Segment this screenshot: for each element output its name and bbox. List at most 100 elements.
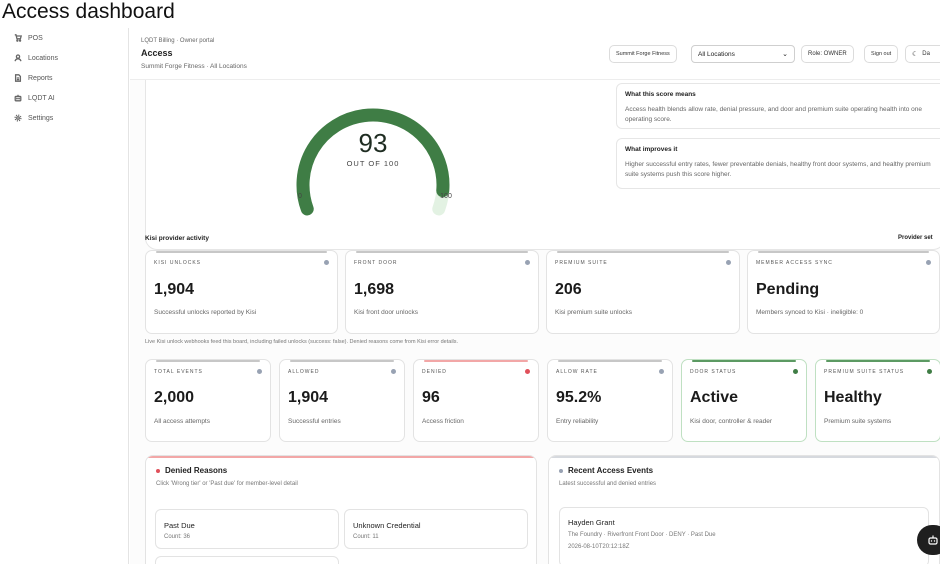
kisi-webhook-note: Live Kisi unlock webhooks feed this boar…: [145, 339, 459, 345]
signout-button[interactable]: Sign out: [864, 45, 899, 63]
sidebar-item-locations[interactable]: Locations: [0, 48, 128, 68]
stat-card-door-status: Door status Active Kisi door, controller &…: [681, 359, 807, 442]
score-out-of: OUT OF 100: [347, 159, 400, 168]
section-title: Access: [141, 48, 173, 58]
card-value: Healthy: [824, 389, 882, 406]
section-subtitle: Summit Forge Fitness · All Locations: [141, 63, 247, 70]
location-select-value: All Locations: [698, 50, 735, 58]
org-button[interactable]: Summit Forge Fitness: [609, 45, 677, 63]
card-sub: Members synced to Kisi · ineligible: 0: [756, 309, 864, 316]
signout-label: Sign out: [871, 51, 892, 57]
card-accent: [424, 360, 528, 362]
sidebar-item-label: Settings: [28, 114, 54, 122]
sidebar-item-label: Locations: [28, 54, 58, 62]
stat-card-allow-rate: Allow rate 95.2% Entry reliability: [547, 359, 673, 442]
card-accent: [692, 360, 796, 362]
card-sub: Kisi front door unlocks: [354, 309, 418, 316]
card-value: Active: [690, 389, 739, 406]
recent-events-panel: Recent Access Events Latest successful a…: [548, 455, 940, 564]
kisi-unlocks-card: Kisi unlocks 1,904 Successful unlocks re…: [145, 250, 338, 334]
card-sub: Kisi premium suite unlocks: [555, 309, 632, 316]
sidebar-item-settings[interactable]: Settings: [0, 108, 128, 128]
card-accent: [156, 360, 260, 362]
main-content: LQDT Billing · Owner portal Access Summi…: [130, 28, 940, 564]
status-dot: [525, 369, 530, 374]
card-value: Pending: [756, 281, 820, 298]
card-sub: Successful unlocks reported by Kisi: [154, 309, 257, 316]
card-sub: Successful entries: [288, 418, 341, 425]
card-accent: [356, 251, 528, 253]
stat-card-total-events: Total events 2,000 All access attempts: [145, 359, 271, 442]
card-sub: Premium suite systems: [824, 418, 892, 425]
denied-reasons-title-text: Denied Reasons: [165, 466, 228, 475]
card-accent: [156, 251, 327, 253]
card-label: Premium suite: [555, 260, 608, 266]
front-door-card: Front door 1,698 Kisi front door unlocks: [345, 250, 539, 334]
card-accent: [558, 360, 662, 362]
access-event-item[interactable]: Hayden Grant The Foundry · Riverfront Fr…: [559, 507, 929, 564]
card-label: Member access sync: [756, 260, 833, 266]
chevron-down-icon: ⌄: [782, 51, 788, 58]
card-value: 95.2%: [556, 389, 602, 406]
status-dot: [926, 260, 931, 265]
denied-reason-item[interactable]: Unknown Credential Count: 11: [344, 509, 528, 549]
provider-settings-link[interactable]: Provider set: [898, 235, 933, 241]
document-icon: [14, 74, 22, 82]
assistant-button[interactable]: [917, 525, 940, 555]
denied-reasons-panel: Denied Reasons Click 'Wrong tier' or 'Pa…: [145, 455, 537, 564]
card-accent: [826, 360, 930, 362]
status-dot: [391, 369, 396, 374]
recent-events-subtitle: Latest successful and denied entries: [559, 481, 657, 487]
recent-events-title: Recent Access Events: [559, 466, 653, 475]
card-sub: Entry reliability: [556, 418, 599, 425]
assistant-icon: [928, 535, 938, 545]
header-bar: LQDT Billing · Owner portal Access Summi…: [130, 28, 940, 80]
event-time: 2026-08-10T20:12:18Z: [568, 544, 630, 550]
card-sub: Kisi door, controller & reader: [690, 418, 773, 425]
score-improves-box: What improves it Higher successful entry…: [616, 138, 940, 189]
gear-icon: [14, 114, 22, 122]
reason-count: Count: 36: [164, 534, 191, 540]
panel-accent: [549, 456, 939, 458]
score-improves-title: What improves it: [625, 146, 678, 153]
denied-reason-item[interactable]: Past Due Count: 36: [155, 509, 339, 549]
role-badge: Role: OWNER: [801, 45, 854, 63]
status-dot: [257, 369, 262, 374]
status-dot: [156, 468, 160, 473]
location-select[interactable]: All Locations ⌄: [691, 45, 795, 63]
sidebar-item-label: Reports: [28, 74, 53, 82]
card-label: Allow rate: [556, 369, 598, 375]
card-value: 2,000: [154, 389, 195, 406]
moon-icon: ☾: [912, 51, 919, 58]
score-gauge: 93 OUT OF 100 0 100: [296, 108, 452, 216]
score-improves-text: Higher successful entry rates, fewer pre…: [625, 161, 931, 178]
denied-reasons-title: Denied Reasons: [156, 466, 227, 475]
status-dot: [927, 369, 932, 374]
sidebar-item-lqdt-ai[interactable]: LQDT AI: [0, 88, 128, 108]
card-label: Total events: [154, 369, 203, 375]
score-meaning-box: What this score means Access health blen…: [616, 83, 940, 129]
theme-button[interactable]: ☾ Da: [905, 45, 940, 63]
people-icon: [14, 54, 22, 62]
status-dot: [659, 369, 664, 374]
gauge-min-label: 0: [298, 193, 302, 200]
sidebar-item-pos[interactable]: POS: [0, 28, 128, 48]
score-meaning-text: Access health blends allow rate, denial …: [625, 106, 923, 123]
score-meaning-title: What this score means: [625, 91, 696, 98]
reason-name: Unknown Credential: [353, 521, 421, 530]
denied-reason-item[interactable]: [155, 556, 339, 564]
role-label: Role: OWNER: [808, 51, 847, 57]
sidebar-item-label: POS: [28, 34, 43, 42]
reason-count: Count: 11: [353, 534, 379, 540]
recent-events-title-text: Recent Access Events: [568, 466, 654, 475]
org-button-label: Summit Forge Fitness: [616, 51, 670, 57]
card-value: 1,698: [354, 281, 395, 298]
card-label: Premium suite status: [824, 369, 905, 375]
sidebar-item-reports[interactable]: Reports: [0, 68, 128, 88]
card-accent: [758, 251, 929, 253]
sidebar: POS Locations Reports LQDT AI Settings: [0, 28, 129, 564]
premium-suite-card: Premium suite 206 Kisi premium suite unl…: [546, 250, 740, 334]
denied-reasons-subtitle: Click 'Wrong tier' or 'Past due' for mem…: [156, 481, 298, 487]
card-sub: Access friction: [422, 418, 464, 425]
gauge-max-label: 100: [440, 193, 452, 200]
